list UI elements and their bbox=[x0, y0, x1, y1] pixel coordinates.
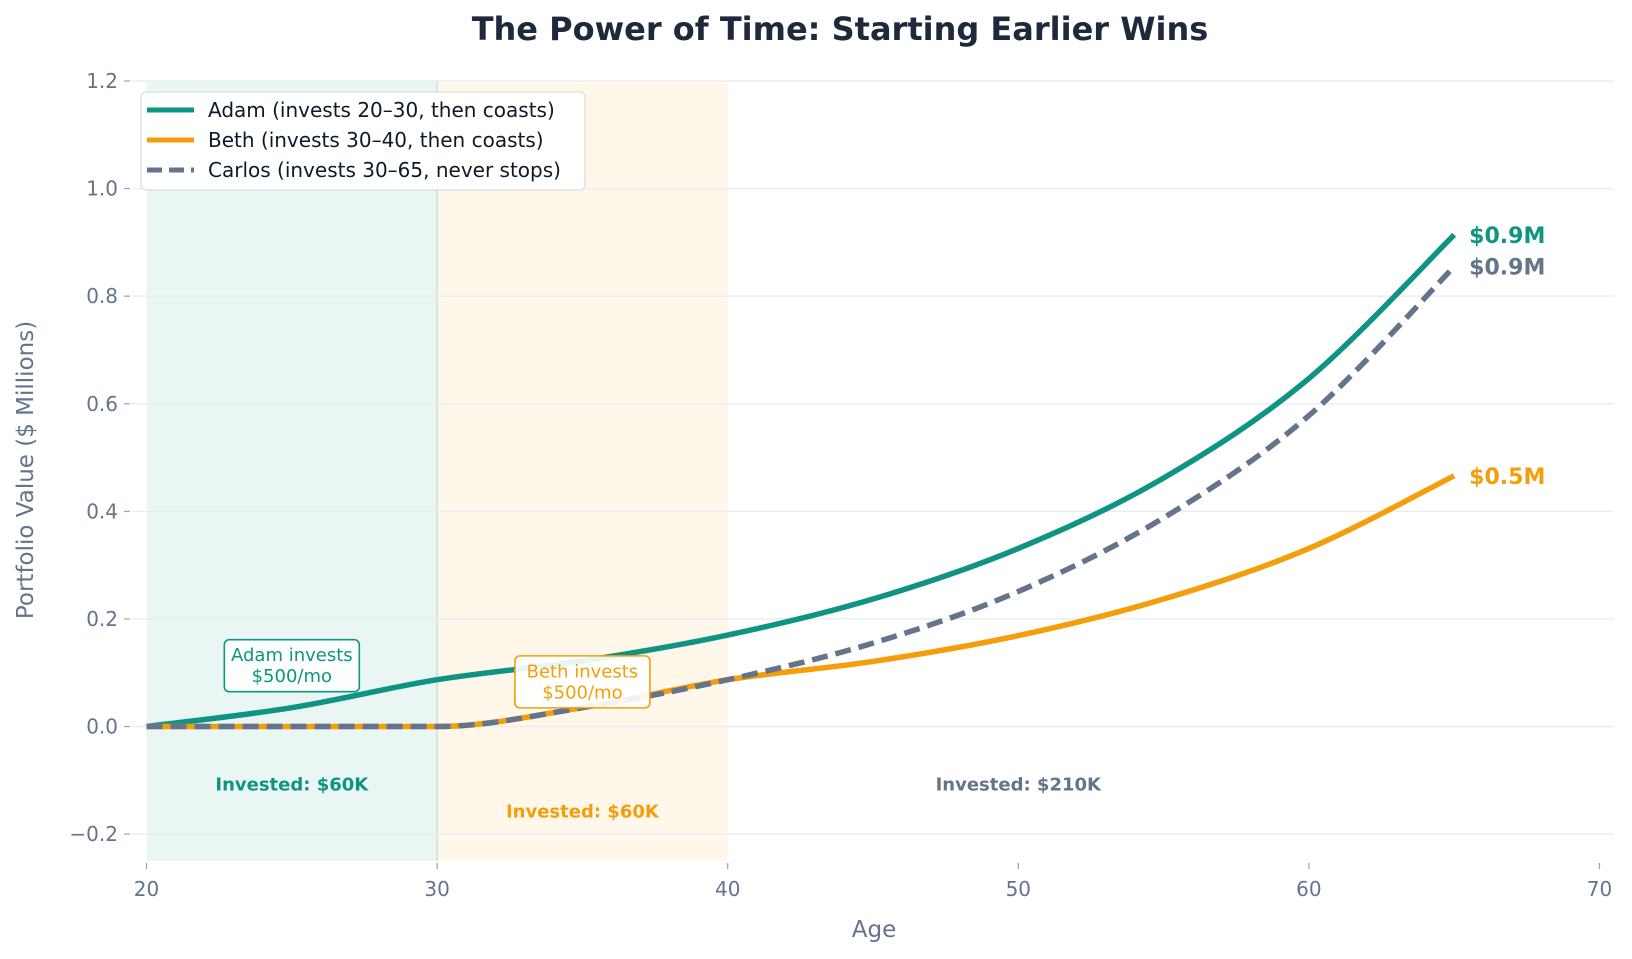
y-tick-label: 0.2 bbox=[86, 607, 118, 631]
callout-box-2: Beth invests$500/mo bbox=[514, 655, 651, 709]
series-lines: $0.9M $0.5M $0.9M bbox=[146, 224, 1545, 730]
invested-label-5: Invested: $210K bbox=[936, 775, 1102, 796]
y-tick-label: 1.0 bbox=[86, 177, 118, 201]
y-axis-title: Portfolio Value ($ Millions) bbox=[13, 321, 39, 619]
callout-text-line: Beth invests bbox=[527, 661, 639, 682]
x-tick-label: 50 bbox=[1006, 877, 1031, 901]
legend-box bbox=[140, 91, 586, 191]
series-line-3 bbox=[146, 264, 1457, 730]
x-tick-label: 30 bbox=[424, 877, 449, 901]
annotations: Adam invests$500/mo Beth invests$500/moIn… bbox=[215, 638, 1102, 823]
legend-label-1: Adam (invests 20–30, then coasts) bbox=[208, 98, 555, 122]
y-tick-label: −0.2 bbox=[69, 822, 118, 846]
y-tick-label: 0.8 bbox=[86, 284, 118, 308]
callout-text-line: $500/mo bbox=[252, 666, 332, 687]
shaded-period-1 bbox=[146, 81, 438, 861]
callout-text-line: Adam invests bbox=[231, 645, 353, 666]
shaded-periods bbox=[146, 81, 728, 861]
callout-text-line: $500/mo bbox=[542, 682, 622, 703]
y-tick-label: 0.4 bbox=[86, 499, 118, 523]
invested-text: Invested: $60K bbox=[506, 802, 660, 823]
invested-label-4: Invested: $60K bbox=[506, 802, 660, 823]
legend-label-3: Carlos (invests 30–65, never stops) bbox=[208, 158, 561, 182]
x-tick-label: 40 bbox=[715, 877, 740, 901]
end-value-label-2: $0.5M bbox=[1469, 465, 1545, 490]
callout-box-1: Adam invests$500/mo bbox=[223, 638, 361, 693]
callout-frame bbox=[223, 638, 361, 693]
y-tick-label: 0.6 bbox=[86, 392, 118, 416]
x-axis-title: Age bbox=[852, 917, 896, 943]
axes: −0.2 0.0 0.2 0.4 0.6 0.8 1.0 1.2 20 30 40 50 60 70 bbox=[69, 69, 1612, 901]
invested-text: Invested: $210K bbox=[936, 775, 1102, 796]
legend-label-2: Beth (invests 30–40, then coasts) bbox=[208, 128, 544, 152]
end-value-label-3: $0.9M bbox=[1469, 256, 1545, 281]
shaded-period-2 bbox=[437, 81, 728, 861]
invested-text: Invested: $60K bbox=[215, 775, 369, 796]
end-value-label-1: $0.9M bbox=[1469, 224, 1545, 249]
x-tick-label: 60 bbox=[1296, 877, 1321, 901]
x-tick-label: 20 bbox=[134, 877, 159, 901]
legend: Adam (invests 20–30, then coasts) Beth (i… bbox=[140, 91, 586, 191]
series-line-1 bbox=[146, 232, 1457, 730]
chart-title: The Power of Time: Starting Earlier Wins bbox=[472, 10, 1209, 48]
x-tick-label: 70 bbox=[1587, 877, 1612, 901]
y-tick-label: 1.2 bbox=[86, 69, 118, 93]
y-tick-label: 0.0 bbox=[86, 715, 118, 739]
callout-frame bbox=[514, 655, 651, 709]
invested-label-3: Invested: $60K bbox=[215, 775, 369, 796]
